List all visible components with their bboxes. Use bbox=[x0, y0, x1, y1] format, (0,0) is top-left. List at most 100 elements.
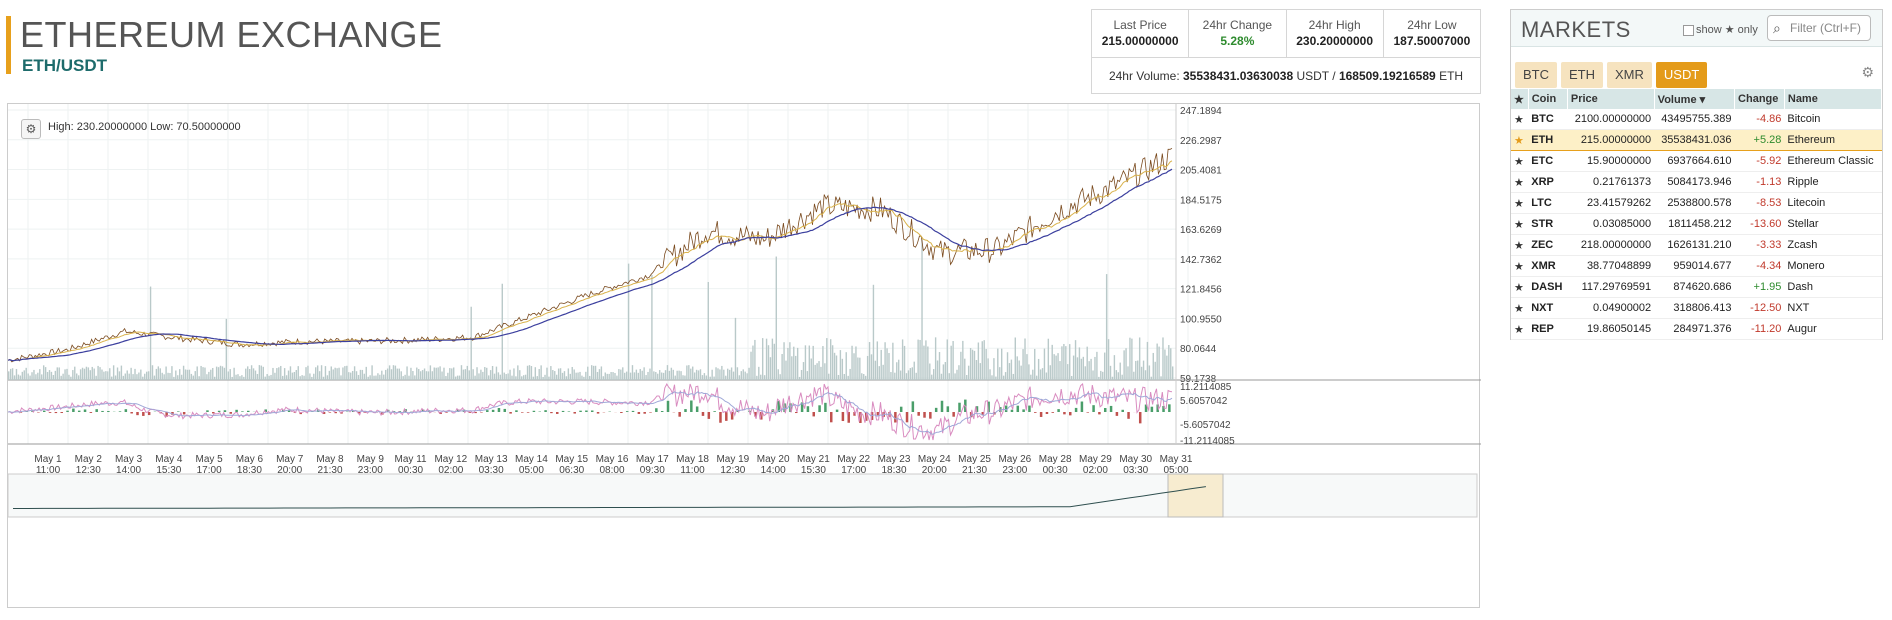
table-row[interactable]: ★ ZEC 218.00000000 1626131.210 -3.33 Zcash bbox=[1511, 234, 1882, 256]
volume-bar bbox=[614, 373, 616, 380]
volume-bar bbox=[239, 376, 241, 380]
volume-bar bbox=[942, 364, 945, 380]
volume-bar bbox=[956, 369, 958, 380]
table-row[interactable]: ★ LTC 23.41579262 2538800.578 -8.53 Litecoin bbox=[1511, 192, 1882, 214]
tab-usdt[interactable]: USDT bbox=[1655, 62, 1708, 88]
volume-bar bbox=[814, 364, 816, 380]
volume-bar bbox=[81, 367, 84, 380]
volume-bar bbox=[845, 352, 847, 380]
date-tick-label: May 11 bbox=[395, 454, 427, 465]
column-header[interactable]: Name bbox=[1784, 89, 1883, 109]
table-row[interactable]: ★ STR 0.03085000 1811458.212 -13.60 Stellar bbox=[1511, 213, 1882, 235]
star-icon[interactable]: ★ bbox=[1514, 323, 1524, 336]
column-header[interactable]: Change bbox=[1734, 89, 1785, 109]
volume-bar bbox=[635, 369, 638, 380]
volume-bar bbox=[524, 374, 527, 380]
volume-bar bbox=[17, 374, 20, 380]
volume-bar bbox=[361, 369, 364, 380]
show-starred-toggle[interactable]: show ★ only bbox=[1683, 23, 1758, 36]
volume-bar bbox=[497, 372, 500, 380]
filter-input[interactable]: ⌕ Filter (Ctrl+F) bbox=[1767, 15, 1871, 41]
volume-bar bbox=[350, 372, 352, 380]
coin-cell: ETH bbox=[1528, 129, 1568, 151]
macd-histogram-bar bbox=[894, 412, 897, 423]
volume-bar bbox=[1026, 354, 1028, 380]
volume-bar bbox=[44, 367, 47, 380]
volume-bar bbox=[435, 367, 437, 380]
chart-canvas[interactable]: 247.1894 226.2987 205.4081 184.5175 163.6269… bbox=[8, 104, 1481, 609]
volume-bar bbox=[861, 373, 863, 380]
star-icon[interactable]: ★ bbox=[1514, 260, 1524, 273]
volume-bar bbox=[332, 369, 334, 380]
star-icon[interactable]: ★ bbox=[1514, 302, 1524, 315]
star-icon[interactable]: ★ bbox=[1514, 155, 1524, 168]
date-tick-label: May 14 bbox=[515, 454, 548, 465]
table-row[interactable]: ★ ETH 215.00000000 35538431.036 +5.28 Ethereu… bbox=[1511, 129, 1882, 151]
tab-eth[interactable]: ETH bbox=[1561, 62, 1603, 88]
price-chart[interactable]: 247.1894 226.2987 205.4081 184.5175 163.6269… bbox=[7, 103, 1481, 609]
price-tick-label: 142.7362 bbox=[1180, 255, 1222, 266]
volume-bar bbox=[202, 367, 204, 380]
table-row[interactable]: ★ XRP 0.21761373 5084173.946 -1.13 Ripple bbox=[1511, 171, 1882, 193]
volume-bar bbox=[987, 358, 989, 380]
table-row[interactable]: ★ BTC 2100.00000000 43495755.389 -4.86 Bitcoi… bbox=[1511, 109, 1882, 130]
volume-bar bbox=[402, 376, 404, 380]
volume-bar bbox=[204, 367, 206, 380]
volume-bar bbox=[190, 373, 193, 380]
star-icon[interactable]: ★ bbox=[1514, 218, 1524, 231]
volume-bar bbox=[604, 372, 606, 380]
name-cell: Zcash bbox=[1784, 234, 1882, 256]
coin-cell: NXT bbox=[1528, 297, 1568, 319]
macd-histogram-bar bbox=[701, 412, 705, 416]
volume-bar bbox=[513, 368, 515, 380]
star-icon[interactable]: ★ bbox=[1514, 197, 1524, 210]
volume-bar bbox=[126, 370, 128, 380]
volume-bar bbox=[863, 374, 865, 380]
volume-bar bbox=[233, 367, 235, 380]
volume-bar bbox=[756, 375, 758, 380]
star-icon[interactable]: ★ bbox=[1514, 176, 1524, 189]
column-header[interactable]: Coin bbox=[1528, 89, 1568, 109]
column-header[interactable]: Volume ▾ bbox=[1654, 89, 1736, 109]
volume-bar bbox=[179, 369, 181, 380]
volume-bar bbox=[307, 365, 309, 380]
table-row[interactable]: ★ DASH 117.29769591 874620.686 +1.95 Dash bbox=[1511, 276, 1882, 298]
stat-high: 24hr High 230.20000000 bbox=[1287, 10, 1384, 57]
volume-bar bbox=[320, 365, 323, 380]
volume-bar bbox=[1121, 374, 1123, 380]
macd-tick-label: -11.2114085 bbox=[1180, 436, 1235, 447]
volume-bar bbox=[456, 375, 459, 380]
table-row[interactable]: ★ NXT 0.04900002 318806.413 -12.50 NXT bbox=[1511, 297, 1882, 319]
volume-bar bbox=[964, 358, 966, 380]
table-row[interactable]: ★ ETC 15.90000000 6937664.610 -5.92 Ethereum … bbox=[1511, 150, 1882, 172]
checkbox-icon[interactable] bbox=[1683, 24, 1694, 36]
star-icon[interactable]: ★ bbox=[1514, 281, 1524, 294]
tab-btc[interactable]: BTC bbox=[1515, 62, 1557, 88]
volume-bar bbox=[31, 372, 33, 380]
volume-bar bbox=[1012, 373, 1015, 380]
macd-histogram-bar bbox=[911, 401, 915, 412]
chart-settings-icon[interactable]: ⚙ bbox=[21, 119, 41, 139]
volume-bar bbox=[247, 366, 249, 380]
macd-histogram-bar bbox=[981, 412, 985, 416]
volume-bar bbox=[810, 358, 812, 380]
tab-xmr[interactable]: XMR bbox=[1607, 62, 1652, 88]
volume-bar bbox=[433, 367, 435, 380]
volume-bar bbox=[787, 347, 789, 380]
column-header[interactable]: Price bbox=[1567, 89, 1655, 109]
volume-bar bbox=[392, 365, 395, 380]
volume-cell: 1811458.212 bbox=[1654, 213, 1735, 235]
column-header[interactable]: ★ bbox=[1511, 89, 1529, 109]
star-icon[interactable]: ★ bbox=[1514, 113, 1524, 126]
table-row[interactable]: ★ XMR 38.77048899 959014.677 -4.34 Monero bbox=[1511, 255, 1882, 277]
volume-bar bbox=[1039, 369, 1042, 380]
star-icon[interactable]: ★ bbox=[1514, 239, 1524, 252]
star-icon: ★ bbox=[1511, 171, 1529, 193]
markets-gear-icon[interactable]: ⚙ bbox=[1861, 64, 1874, 80]
volume-bar bbox=[511, 375, 513, 380]
macd-histogram-bar bbox=[1127, 412, 1130, 419]
volume-bar bbox=[1166, 355, 1168, 380]
table-row[interactable]: ★ REP 19.86050145 284971.376 -11.20 Augur bbox=[1511, 318, 1882, 340]
star-icon[interactable]: ★ bbox=[1514, 134, 1524, 147]
star-icon: ★ bbox=[1511, 150, 1529, 172]
